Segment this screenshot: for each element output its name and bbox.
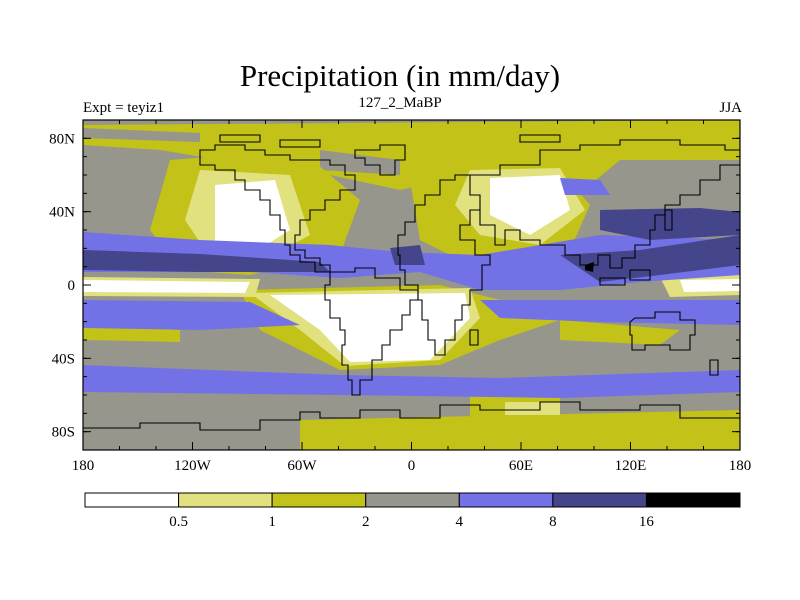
lon-tick-label: 180 xyxy=(729,458,752,474)
colorbar-swatch xyxy=(365,492,460,508)
axis-ticks xyxy=(82,120,741,450)
lon-tick-label: 60W xyxy=(287,458,317,474)
colorbar-swatch xyxy=(458,492,554,508)
colorbar-level-label: 8 xyxy=(549,514,557,530)
colorbar-level-label: 1 xyxy=(268,514,276,530)
colorbar-swatch xyxy=(84,492,180,508)
colorbar-swatch xyxy=(645,492,741,508)
chart-title: Precipitation (in mm/day) xyxy=(239,58,561,93)
lat-tick-label: 40N xyxy=(49,205,75,221)
lat-tick-label: 40S xyxy=(52,351,75,367)
colorbar-swatch xyxy=(271,492,367,508)
colorbar xyxy=(84,492,741,508)
lon-tick-label: 120W xyxy=(174,458,212,474)
period-label: 127_2_MaBP xyxy=(358,95,442,111)
colorbar-swatch xyxy=(552,492,647,508)
colorbar-level-label: 4 xyxy=(456,514,464,530)
lon-tick-label: 60E xyxy=(509,458,533,474)
precip-field xyxy=(83,120,740,450)
lon-tick-label: 120E xyxy=(615,458,647,474)
axis-tick-labels: 80N 40N 0 40S 80S 180 120W 60W 0 60E 120E 180 xyxy=(49,131,751,474)
colorbar-labels: 0.5 1 2 4 8 16 xyxy=(169,514,654,530)
lat-tick-label: 80N xyxy=(49,131,75,147)
coastlines xyxy=(83,134,740,431)
season-label: JJA xyxy=(719,100,742,116)
lon-tick-label: 180 xyxy=(72,458,95,474)
lat-tick-label: 0 xyxy=(68,278,76,294)
colorbar-level-label: 0.5 xyxy=(169,514,188,530)
colorbar-level-label: 2 xyxy=(362,514,370,530)
lon-tick-label: 0 xyxy=(408,458,416,474)
experiment-label: Expt = teyiz1 xyxy=(83,100,164,116)
lat-tick-label: 80S xyxy=(52,425,75,441)
colorbar-swatch xyxy=(178,492,273,508)
colorbar-level-label: 16 xyxy=(639,514,655,530)
